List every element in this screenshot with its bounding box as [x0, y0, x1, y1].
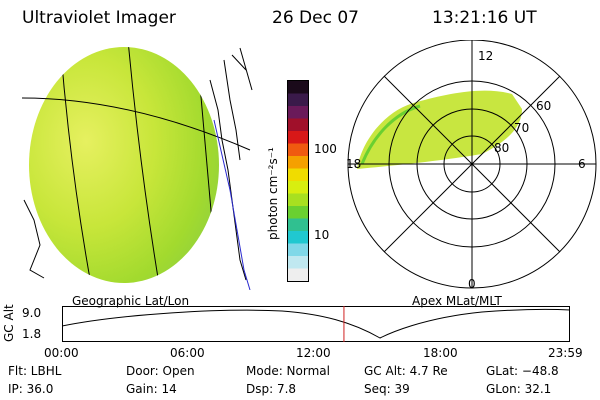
- info-mode: Mode: Normal: [246, 364, 330, 378]
- polar-panel: 12 18 6 0 60 70 80: [346, 40, 597, 290]
- colorbar-band: [288, 81, 308, 94]
- info-gain: Gain: 14: [126, 382, 177, 396]
- altitude-plot: [62, 306, 570, 342]
- auroral-emission-edge: [360, 104, 421, 165]
- altitude-ytick-max: 9.0: [22, 306, 42, 320]
- info-gcalt: GC Alt: 4.7 Re: [364, 364, 448, 378]
- altitude-xtick: 00:00: [44, 346, 79, 360]
- altitude-xtick: 18:00: [423, 346, 458, 360]
- info-seq: Seq: 39: [364, 382, 410, 396]
- mlt-label-6: 6: [578, 157, 586, 171]
- altitude-xtick: 23:59: [548, 346, 583, 360]
- coastline: [223, 59, 241, 161]
- instrument-title: Ultraviolet Imager: [22, 8, 176, 28]
- colorbar-gradient: [288, 81, 308, 282]
- mlt-label-0: 0: [468, 277, 476, 290]
- colorbar-band: [288, 143, 308, 157]
- latitude-line: [21, 97, 251, 151]
- coastline: [209, 79, 247, 281]
- colorbar-unit-label: photon cm⁻²s⁻¹: [266, 147, 280, 240]
- info-glon: GLon: 32.1: [486, 382, 552, 396]
- coastline: [231, 47, 253, 91]
- colorbar-band: [288, 206, 308, 219]
- mlat-label-60: 60: [536, 99, 551, 113]
- colorbar-band: [288, 156, 308, 169]
- colorbar-band: [288, 168, 308, 182]
- meridian-line: [127, 47, 161, 283]
- colorbar-band: [288, 118, 308, 132]
- colorbar-band: [288, 93, 308, 107]
- auroral-emission-region: [357, 90, 522, 169]
- colorbar-band: [288, 193, 308, 207]
- info-glat: GLat: −48.8: [486, 364, 559, 378]
- mlat-label-70: 70: [514, 121, 529, 135]
- colorbar-band: [288, 231, 308, 244]
- altitude-ylabel: GC Alt: [2, 304, 16, 342]
- mlt-label-12: 12: [478, 49, 493, 63]
- colorbar-band: [288, 131, 308, 144]
- mlt-label-18: 18: [346, 157, 361, 171]
- colorbar: [287, 80, 309, 282]
- info-dsp: Dsp: 7.8: [246, 382, 297, 396]
- time-label: 13:21:16 UT: [432, 8, 537, 28]
- mlt-line: [383, 75, 561, 253]
- colorbar-band: [288, 256, 308, 269]
- info-door: Door: Open: [126, 364, 195, 378]
- colorbar-band: [288, 243, 308, 257]
- polar-panel-label: Apex MLat/MLT: [412, 294, 502, 308]
- date-label: 26 Dec 07: [272, 8, 359, 28]
- coastline: [23, 199, 45, 279]
- earth-disk: [29, 47, 219, 283]
- colorbar-band: [288, 218, 308, 232]
- colorbar-band: [288, 181, 308, 194]
- geographic-image-panel: [21, 47, 253, 290]
- colorbar-tick-100: 100: [314, 142, 337, 156]
- altitude-plot-frame: [62, 306, 570, 342]
- altitude-xtick: 12:00: [296, 346, 331, 360]
- mlat-label-80: 80: [494, 141, 509, 155]
- info-ip: IP: 36.0: [8, 382, 54, 396]
- colorbar-band: [288, 268, 308, 282]
- geo-panel-label: Geographic Lat/Lon: [72, 294, 190, 308]
- info-flt: Flt: LBHL: [8, 364, 62, 378]
- colorbar-band: [288, 106, 308, 119]
- altitude-ytick-min: 1.8: [22, 327, 42, 341]
- altitude-curve: [62, 308, 570, 339]
- colorbar-tick-10: 10: [314, 228, 330, 242]
- orbit-track: [213, 119, 251, 290]
- altitude-xtick: 06:00: [170, 346, 205, 360]
